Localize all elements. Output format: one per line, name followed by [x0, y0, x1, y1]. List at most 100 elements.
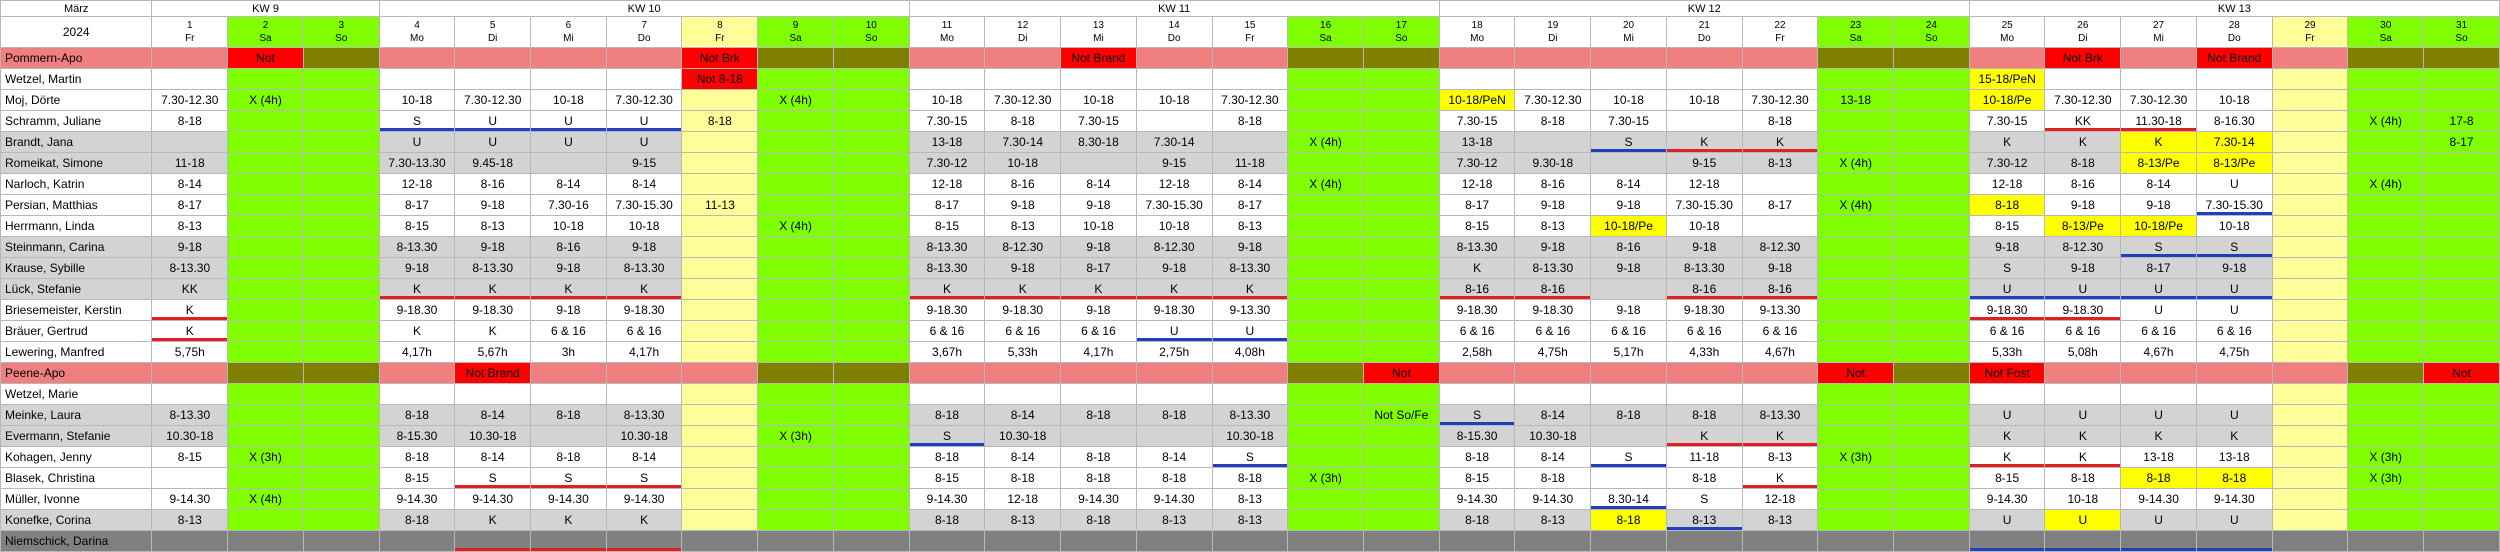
shift-cell[interactable]: K: [2044, 131, 2122, 153]
shift-cell[interactable]: [681, 320, 759, 342]
shift-cell[interactable]: 9-18: [2195, 257, 2273, 279]
shift-cell[interactable]: [681, 152, 759, 174]
shift-cell[interactable]: X (3h): [2347, 446, 2425, 468]
shift-cell[interactable]: [302, 383, 380, 405]
shift-cell[interactable]: 5,08h: [2044, 341, 2122, 363]
shift-cell[interactable]: [1287, 320, 1364, 342]
shift-cell[interactable]: 4,33h: [1665, 341, 1743, 363]
shift-cell[interactable]: 7.30-15.30: [1135, 194, 1213, 216]
shift-cell[interactable]: 8-15: [1968, 215, 2046, 237]
shift-cell[interactable]: [757, 383, 834, 405]
shift-cell[interactable]: [1590, 68, 1667, 90]
shift-cell[interactable]: [302, 47, 380, 69]
shift-cell[interactable]: [2271, 236, 2349, 258]
shift-cell[interactable]: [1893, 341, 1970, 363]
shift-cell[interactable]: [530, 47, 607, 69]
shift-cell[interactable]: 8-13: [1741, 509, 1819, 531]
shift-cell[interactable]: 9-14.30: [2120, 488, 2197, 510]
shift-cell[interactable]: [302, 257, 380, 279]
shift-cell[interactable]: [1514, 68, 1592, 90]
shift-cell[interactable]: [832, 404, 910, 426]
shift-cell[interactable]: [1893, 173, 1970, 195]
shift-cell[interactable]: [1590, 152, 1667, 174]
shift-cell[interactable]: [227, 362, 304, 384]
shift-cell[interactable]: [1362, 467, 1440, 489]
shift-cell[interactable]: [681, 215, 759, 237]
shift-cell[interactable]: 9-18: [984, 257, 1062, 279]
shift-cell[interactable]: 11-18: [1211, 152, 1289, 174]
shift-cell[interactable]: 9-14.30: [151, 488, 229, 510]
shift-cell[interactable]: 10-18: [984, 152, 1062, 174]
shift-cell[interactable]: [2271, 467, 2349, 489]
shift-cell[interactable]: 10-18/Pe: [2120, 215, 2197, 237]
shift-cell[interactable]: [1135, 383, 1213, 405]
shift-cell[interactable]: [2120, 530, 2197, 552]
shift-cell[interactable]: [757, 236, 834, 258]
shift-cell[interactable]: [1287, 509, 1364, 531]
shift-cell[interactable]: 13-18: [1438, 131, 1516, 153]
shift-cell[interactable]: KK: [151, 278, 229, 300]
shift-cell[interactable]: 8-18: [2120, 467, 2197, 489]
shift-cell[interactable]: [757, 110, 834, 132]
shift-cell[interactable]: [832, 509, 910, 531]
shift-cell[interactable]: 4,17h: [378, 341, 456, 363]
shift-cell[interactable]: [757, 446, 834, 468]
shift-cell[interactable]: [2423, 173, 2500, 195]
shift-cell[interactable]: 6 & 16: [1060, 320, 1137, 342]
shift-cell[interactable]: [1893, 47, 1970, 69]
shift-cell[interactable]: [832, 467, 910, 489]
shift-cell[interactable]: [832, 47, 910, 69]
shift-cell[interactable]: 8-18: [908, 509, 986, 531]
shift-cell[interactable]: [530, 530, 607, 552]
shift-cell[interactable]: 9-14.30: [908, 488, 986, 510]
shift-cell[interactable]: 8-13: [151, 215, 229, 237]
shift-cell[interactable]: 12-18: [1665, 173, 1743, 195]
shift-cell[interactable]: [1590, 425, 1667, 447]
shift-cell[interactable]: S: [908, 425, 986, 447]
shift-cell[interactable]: 8-14: [605, 173, 683, 195]
shift-cell[interactable]: [302, 530, 380, 552]
shift-cell[interactable]: 6 & 16: [530, 320, 607, 342]
shift-cell[interactable]: K: [1665, 425, 1743, 447]
shift-cell[interactable]: [151, 131, 229, 153]
shift-cell[interactable]: [832, 131, 910, 153]
shift-cell[interactable]: [2347, 68, 2425, 90]
shift-cell[interactable]: [1211, 47, 1289, 69]
shift-cell[interactable]: 8-16: [1741, 278, 1819, 300]
shift-cell[interactable]: 8-16: [1590, 236, 1667, 258]
shift-cell[interactable]: [1817, 320, 1895, 342]
shift-cell[interactable]: [1590, 530, 1667, 552]
shift-cell[interactable]: 12-18: [1438, 173, 1516, 195]
shift-cell[interactable]: U: [1211, 320, 1289, 342]
shift-cell[interactable]: [2347, 131, 2425, 153]
shift-cell[interactable]: [378, 383, 456, 405]
shift-cell[interactable]: [302, 488, 380, 510]
shift-cell[interactable]: [908, 383, 986, 405]
shift-cell[interactable]: 6 & 16: [2044, 320, 2122, 342]
shift-cell[interactable]: [227, 425, 304, 447]
shift-cell[interactable]: [1893, 446, 1970, 468]
shift-cell[interactable]: 8-15: [1438, 467, 1516, 489]
shift-cell[interactable]: [757, 194, 834, 216]
shift-cell[interactable]: 10-18/Pe: [1590, 215, 1667, 237]
shift-cell[interactable]: [2044, 383, 2122, 405]
shift-cell[interactable]: 6 & 16: [605, 320, 683, 342]
shift-cell[interactable]: [757, 68, 834, 90]
shift-cell[interactable]: [1817, 488, 1895, 510]
shift-cell[interactable]: 8-18: [908, 404, 986, 426]
shift-cell[interactable]: K: [1741, 467, 1819, 489]
shift-cell[interactable]: 8-16: [2044, 173, 2122, 195]
shift-cell[interactable]: [832, 299, 910, 321]
shift-cell[interactable]: [1362, 278, 1440, 300]
shift-cell[interactable]: 8-13/Pe: [2044, 215, 2122, 237]
shift-cell[interactable]: [832, 257, 910, 279]
shift-cell[interactable]: 8-18: [908, 446, 986, 468]
shift-cell[interactable]: [227, 383, 304, 405]
shift-cell[interactable]: 11-18: [1665, 446, 1743, 468]
shift-cell[interactable]: 8-18: [1135, 404, 1213, 426]
shift-cell[interactable]: [1893, 299, 1970, 321]
shift-cell[interactable]: 9-18.30: [1438, 299, 1516, 321]
shift-cell[interactable]: 8-15: [378, 215, 456, 237]
shift-cell[interactable]: K: [1968, 446, 2046, 468]
shift-cell[interactable]: [605, 47, 683, 69]
